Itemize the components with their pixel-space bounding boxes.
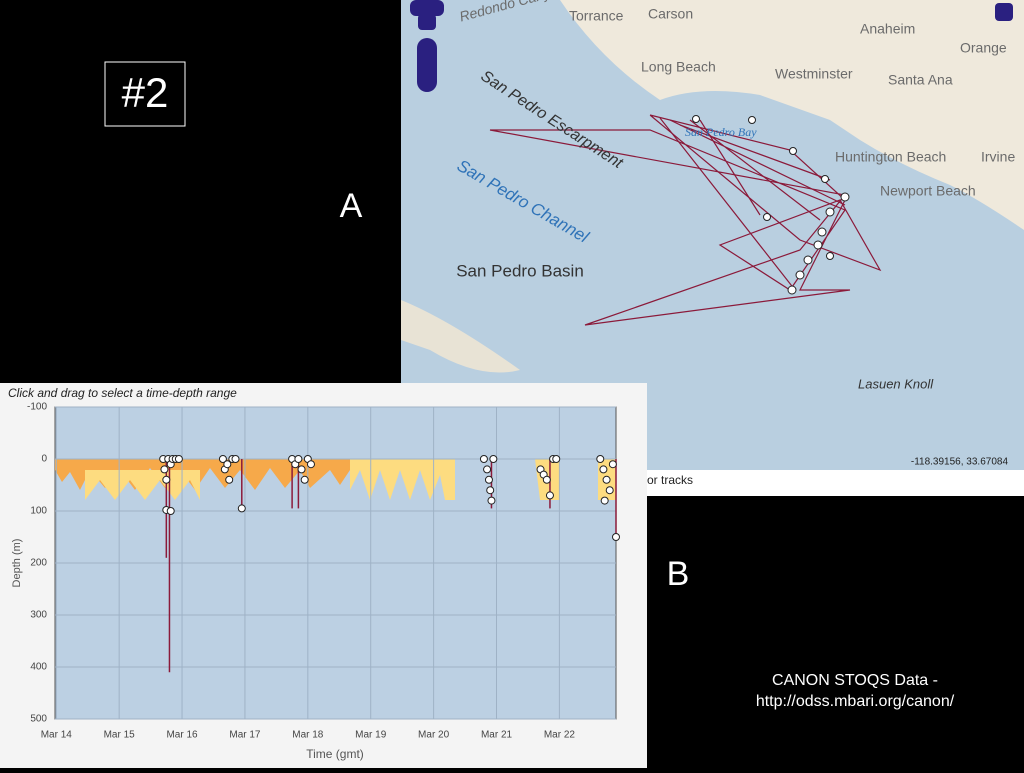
sample-point — [225, 475, 234, 484]
sample-point — [218, 455, 227, 463]
map-controls[interactable] — [410, 0, 1013, 92]
layer-switcher[interactable] — [995, 3, 1013, 21]
sample-point — [300, 475, 309, 484]
place: Anaheim — [860, 21, 915, 37]
sample-point — [479, 455, 488, 463]
x-tick-label: Mar 17 — [229, 730, 261, 741]
sample-point — [297, 465, 306, 474]
x-tick-label: Mar 22 — [544, 730, 576, 741]
sample-point — [160, 465, 169, 474]
y-tick-label: 400 — [30, 662, 47, 673]
sample-point — [294, 455, 303, 463]
pan-control[interactable] — [410, 0, 444, 16]
sample-point — [552, 455, 561, 463]
sample-point — [612, 533, 620, 541]
place: Long Beach — [641, 59, 716, 75]
place: San Pedro Bay — [685, 125, 757, 139]
badge-box — [104, 61, 186, 127]
sample-point — [166, 507, 175, 515]
sample-point — [605, 486, 614, 495]
x-tick-label: Mar 18 — [292, 730, 324, 741]
caption: or tracks — [647, 473, 693, 487]
y-tick-label: 100 — [30, 506, 47, 517]
sample-point — [237, 504, 246, 513]
panel-label: B — [667, 555, 690, 593]
y-tick-label: 0 — [41, 454, 47, 465]
y-tick-label: 500 — [30, 714, 47, 725]
x-axis-label: Time (gmt) — [306, 747, 364, 761]
coordinates: -118.39156, 33.67084 — [911, 457, 1009, 468]
sample-point — [596, 455, 605, 463]
coverage-area — [55, 459, 350, 490]
sample-point — [484, 475, 493, 484]
zoom-control[interactable] — [417, 38, 437, 92]
footer: http://odss.mbari.org/canon/ — [756, 693, 955, 710]
x-tick-label: Mar 14 — [41, 730, 73, 741]
chart-title: Click and drag to select a time-depth ra… — [8, 386, 237, 400]
coverage-area — [85, 459, 616, 500]
island — [401, 300, 520, 373]
x-tick-label: Mar 16 — [166, 730, 198, 741]
place: Torrance — [569, 8, 624, 24]
place: Carson — [648, 6, 693, 22]
sample-point — [489, 455, 498, 463]
sample-point — [162, 475, 171, 484]
place: Irvine — [981, 149, 1015, 165]
caption-bar — [647, 470, 1024, 496]
chart-panel: Click and drag to select a time-depth ra… — [0, 383, 647, 768]
footer: CANON STOQS Data - — [772, 672, 938, 689]
sample-point — [486, 486, 495, 495]
sample-point — [306, 460, 315, 469]
sample-point — [599, 465, 608, 474]
place: Newport Beach — [880, 183, 976, 199]
place: Orange — [960, 40, 1007, 56]
tracks — [489, 114, 882, 326]
sample-point — [174, 455, 183, 463]
sample-point — [600, 496, 609, 505]
track-markers — [692, 115, 850, 295]
place: Santa Ana — [888, 72, 953, 88]
sample-point — [602, 475, 611, 484]
x-tick-label: Mar 21 — [481, 730, 513, 741]
place: San Pedro Basin — [456, 261, 584, 280]
pan-down[interactable] — [418, 14, 436, 30]
place: Westminster — [775, 66, 853, 82]
sample-point — [483, 465, 492, 474]
y-tick-label: -100 — [27, 402, 47, 413]
place: Huntington Beach — [835, 149, 946, 165]
y-tick-label: 200 — [30, 558, 47, 569]
x-tick-label: Mar 15 — [104, 730, 136, 741]
sample-point — [608, 460, 617, 469]
sample-point — [231, 455, 240, 463]
y-axis-label: Depth (m) — [11, 539, 23, 588]
y-tick-label: 300 — [30, 610, 47, 621]
x-tick-label: Mar 19 — [355, 730, 387, 741]
sample-point — [487, 496, 496, 505]
sample-point — [545, 491, 554, 500]
badge: #2 — [122, 69, 169, 116]
panel-label: A — [340, 187, 363, 225]
x-tick-label: Mar 20 — [418, 730, 450, 741]
sample-point — [542, 475, 551, 484]
sample-point — [223, 460, 232, 469]
land — [560, 0, 1024, 230]
place: Lasuen Knoll — [858, 376, 934, 391]
